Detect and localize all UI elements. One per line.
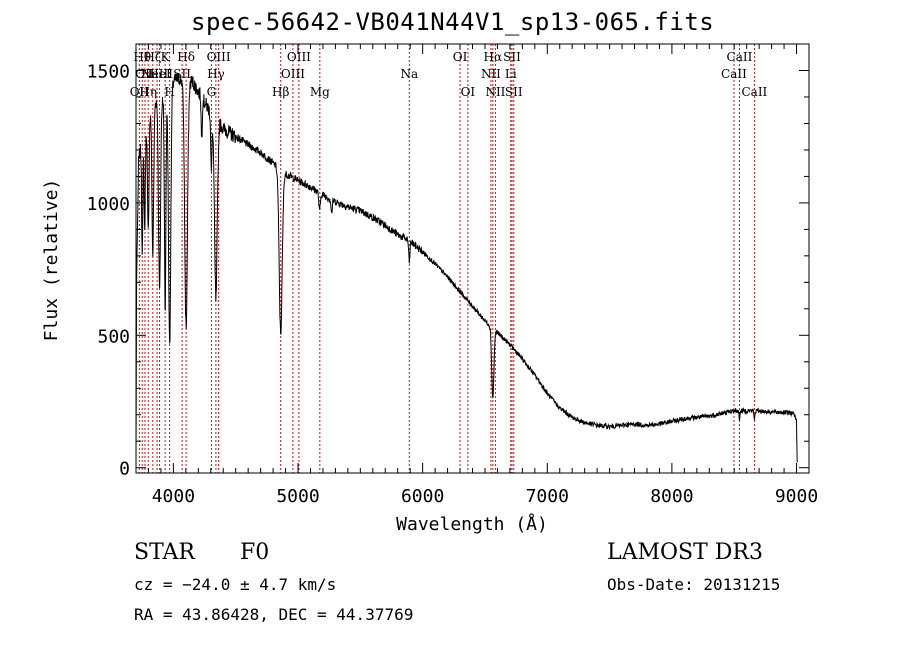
x-tick-label: 9000 (775, 486, 818, 507)
line-label: Na (400, 67, 418, 81)
line-label: Mg (310, 85, 330, 99)
spectral-line-markers (138, 44, 755, 473)
line-label: G (207, 85, 217, 99)
plot-frame (135, 43, 810, 474)
y-tick-label: 1000 (87, 194, 130, 215)
spectrum-line (135, 72, 798, 463)
y-tick-label: 0 (119, 459, 130, 480)
redshift-readout: cz = −24.0 ± 4.7 km/s (134, 575, 337, 594)
line-label: HeI (148, 67, 171, 81)
line-label: SII (505, 85, 523, 99)
line-label: CaII (721, 67, 747, 81)
x-tick-label: 8000 (650, 486, 693, 507)
line-label: OI (453, 50, 468, 64)
line-label: CaII (727, 50, 753, 64)
object-subclass: F0 (240, 540, 270, 565)
line-label: OII (130, 85, 150, 99)
x-tick-label: 7000 (526, 486, 569, 507)
x-tick-label: 5000 (276, 486, 319, 507)
y-axis-ticks: 0 500 1000 1500 (87, 43, 809, 480)
line-label: Hα (484, 50, 503, 64)
y-axis-label: Flux (relative) (41, 179, 62, 342)
survey-name: LAMOST DR3 (607, 540, 763, 565)
line-label: K (161, 50, 171, 64)
object-class: STAR (134, 540, 195, 565)
line-label: Hδ (177, 50, 195, 64)
line-label: H (164, 85, 174, 99)
line-label: OI (461, 85, 476, 99)
line-label: NII (485, 85, 505, 99)
ra-dec-coordinates: RA = 43.86428, DEC = 44.37769 (134, 605, 414, 624)
line-label: Hθ (133, 50, 151, 64)
line-label: Hγ (207, 67, 225, 81)
x-axis-ticks: 4000 5000 6000 7000 8000 9000 (147, 44, 818, 507)
line-label: OIII (207, 50, 231, 64)
y-tick-label: 1500 (87, 61, 130, 82)
x-tick-label: 6000 (401, 486, 444, 507)
line-label: Hβ (272, 85, 289, 99)
line-label: Hζ (144, 50, 161, 64)
line-label: NII (481, 67, 501, 81)
chart-title: spec-56642-VB041N44V1_sp13-065.fits (191, 8, 715, 36)
line-label: Li (505, 67, 517, 81)
line-label: SII (503, 50, 521, 64)
line-label: Hη (139, 85, 157, 99)
x-tick-label: 4000 (152, 486, 195, 507)
line-label: OIII (287, 50, 311, 64)
x-axis-label: Wavelength (Å) (396, 513, 548, 535)
observation-date: Obs-Date: 20131215 (607, 575, 781, 594)
y-tick-label: 500 (97, 326, 130, 347)
spectral-line-labels: OIIHθOIIHηHζNeIIIHeIKHSIIHδGHγOIIIHβOIII… (130, 50, 768, 99)
line-label: CaII (741, 85, 767, 99)
line-label: NeIII (141, 67, 173, 81)
line-label: OIII (281, 67, 305, 81)
